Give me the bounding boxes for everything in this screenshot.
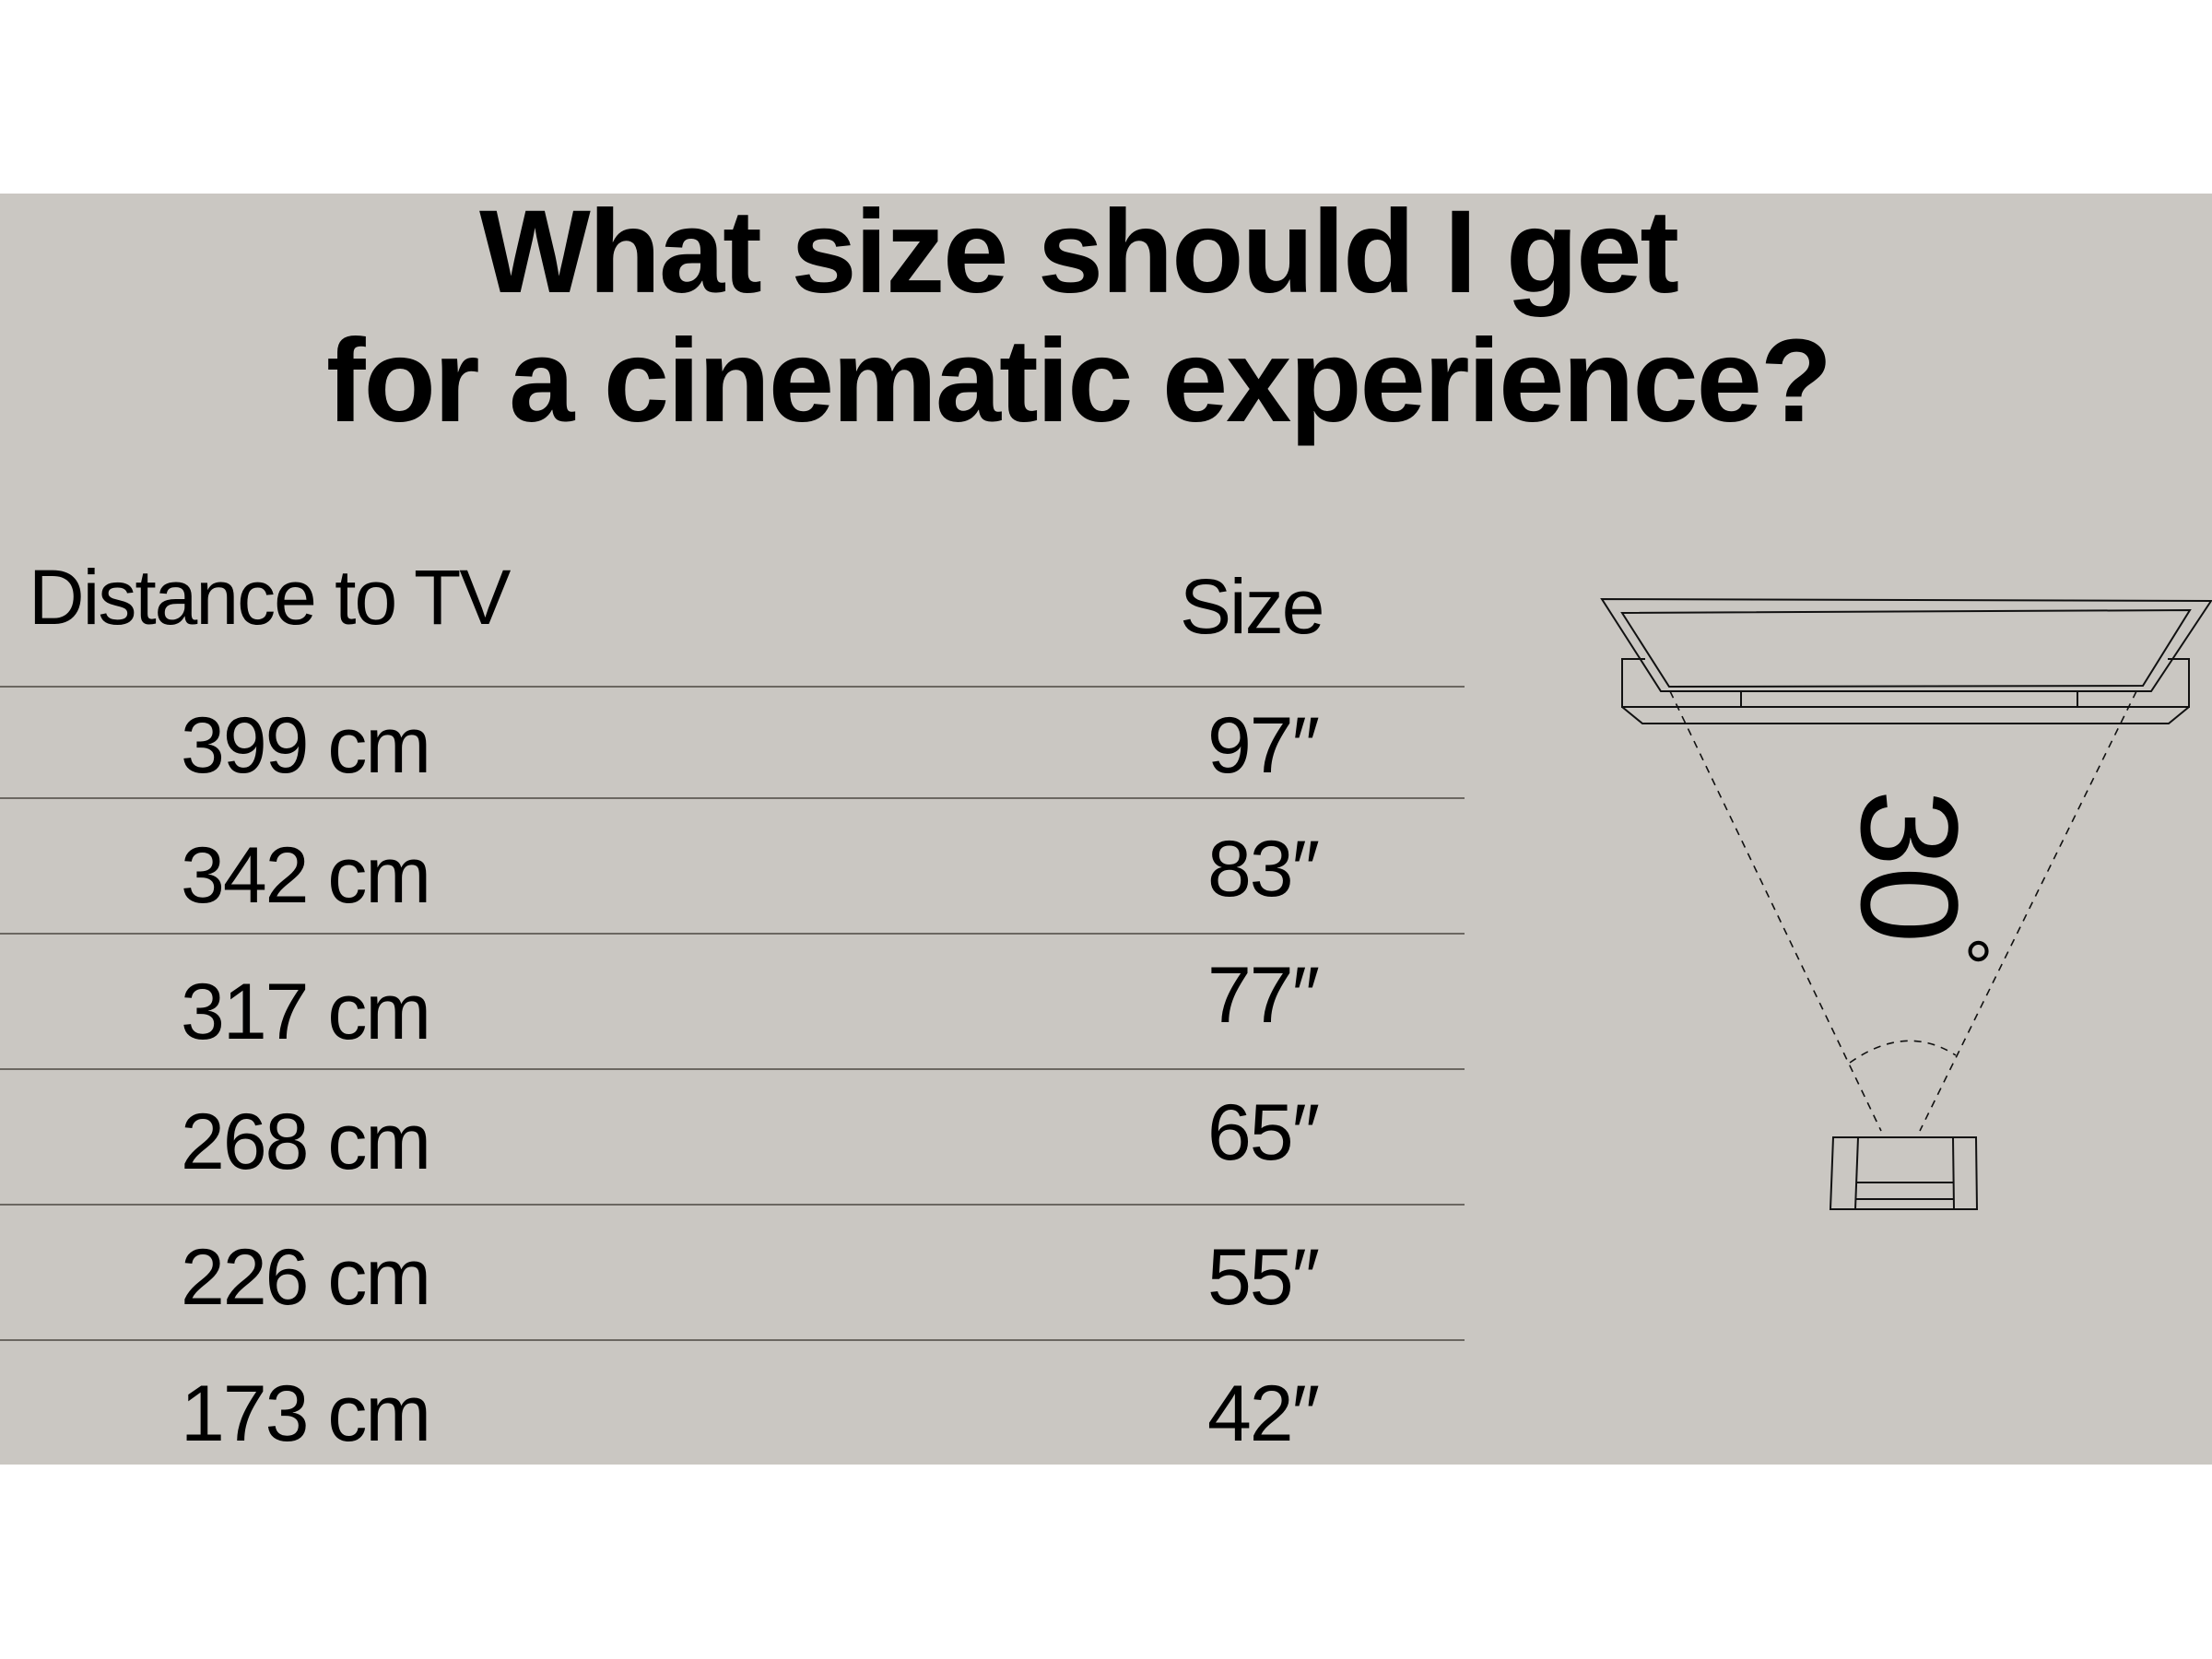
table-divider — [0, 686, 1465, 688]
size-cell: 77″ — [1206, 951, 1320, 1040]
title-line-2: for a cinematic experience? — [325, 315, 1832, 447]
tv-icon — [1600, 597, 2212, 692]
size-cell: 83″ — [1206, 825, 1320, 913]
angle-value: 30 — [1832, 790, 1987, 944]
distance-cell: 173 cm — [180, 1370, 431, 1458]
size-cell: 97″ — [1206, 701, 1320, 790]
table-divider — [0, 1068, 1465, 1070]
size-cell: 55″ — [1206, 1233, 1320, 1322]
size-cell: 65″ — [1206, 1088, 1320, 1177]
tv-stand-icon — [1621, 658, 2190, 724]
table-divider — [0, 797, 1465, 799]
distance-cell: 226 cm — [180, 1233, 431, 1322]
viewing-angle-diagram: 30 ° — [1600, 597, 2212, 1210]
armchair-icon — [1829, 1136, 1979, 1210]
angle-label: 30 ° — [1832, 790, 2004, 966]
distance-cell: 317 cm — [180, 968, 431, 1056]
size-cell: 42″ — [1206, 1370, 1320, 1458]
header-size: Size — [1180, 563, 1324, 650]
table-divider — [0, 1339, 1465, 1341]
table-divider — [0, 933, 1465, 935]
header-distance: Distance to TV — [29, 554, 511, 641]
distance-cell: 399 cm — [180, 701, 431, 790]
distance-cell: 342 cm — [180, 831, 431, 920]
viewing-angle-lines — [1669, 690, 2137, 1132]
title-line-1: What size should I get — [478, 194, 1679, 318]
table-divider — [0, 1204, 1465, 1206]
degree-symbol: ° — [1922, 936, 2004, 966]
infographic-panel: What size should I get for a cinematic e… — [0, 194, 2212, 1465]
distance-cell: 268 cm — [180, 1098, 431, 1186]
